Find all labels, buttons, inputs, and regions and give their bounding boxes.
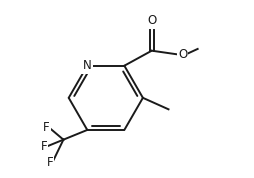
Text: N: N [83,59,92,72]
Text: F: F [47,156,54,169]
Text: O: O [147,14,156,27]
Text: F: F [41,140,47,153]
Text: O: O [178,48,187,61]
Text: F: F [43,121,50,134]
